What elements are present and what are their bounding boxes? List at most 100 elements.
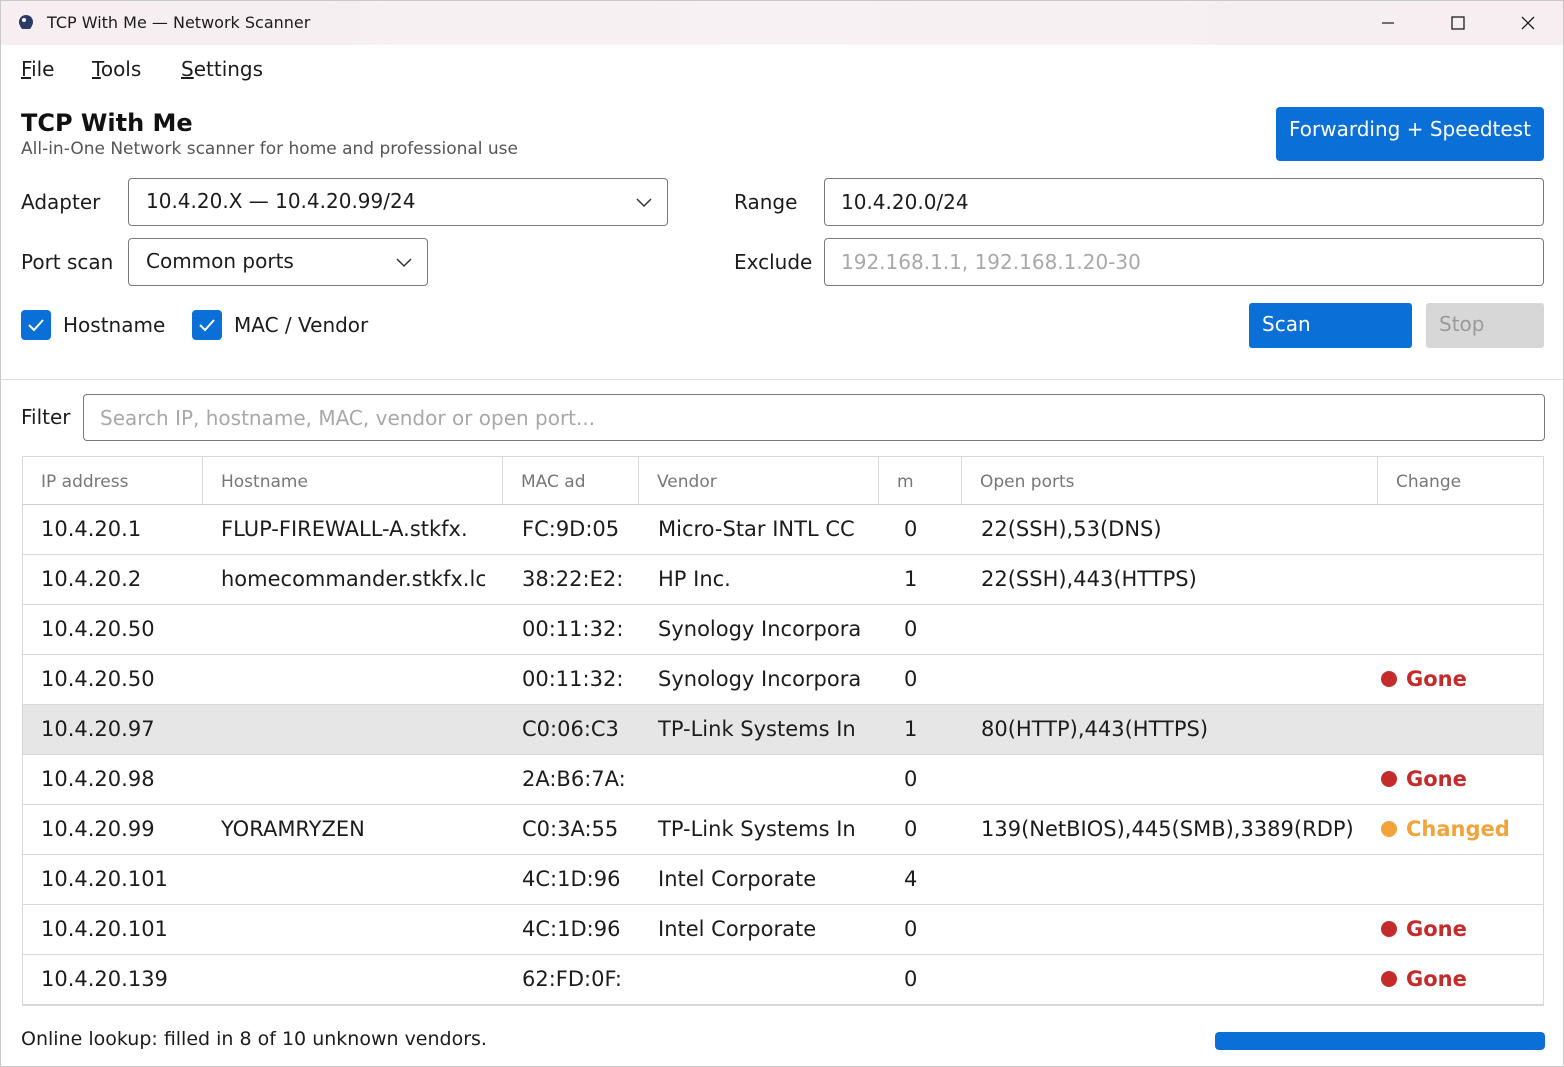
- status-text: Online lookup: filled in 8 of 10 unknown…: [21, 1028, 487, 1050]
- cell-mac: 00:11:32:: [522, 617, 624, 641]
- cell-mac: C0:06:C3: [522, 717, 619, 741]
- column-header-change[interactable]: Change: [1396, 472, 1462, 492]
- table-row[interactable]: 10.4.20.139 62:FD:0F: 0 Gone: [23, 955, 1543, 1005]
- column-header-vendor[interactable]: Vendor: [639, 457, 879, 505]
- cell-hostname: [203, 955, 485, 1004]
- cell-open-ports: [963, 655, 1368, 704]
- window-title: TCP With Me — Network Scanner: [47, 13, 311, 32]
- cell-open-ports: [963, 905, 1368, 954]
- scan-button[interactable]: Scan: [1249, 303, 1412, 348]
- change-status-label: Gone: [1406, 767, 1467, 791]
- cell-hostname: [203, 655, 485, 704]
- cell-vendor: TP-Link Systems In: [658, 817, 856, 841]
- table-row[interactable]: 10.4.20.101 4C:1D:96 Intel Corporate 0 Gone: [23, 905, 1543, 955]
- column-header-ip[interactable]: IP address: [23, 457, 203, 505]
- cell-m: 1: [904, 717, 918, 741]
- table-row[interactable]: 10.4.20.98 2A:B6:7A: 0 Gone: [23, 755, 1543, 805]
- adapter-select[interactable]: 10.4.20.X — 10.4.20.99/24: [128, 178, 668, 226]
- menu-file[interactable]: File: [21, 57, 54, 81]
- app-subtitle: All-in-One Network scanner for home and …: [21, 139, 519, 159]
- table-row[interactable]: 10.4.20.50 00:11:32: Synology Incorpora 0 Go…: [23, 655, 1543, 705]
- close-icon: [1521, 16, 1535, 30]
- cell-m: 0: [904, 767, 918, 791]
- title-bar[interactable]: TCP With Me — Network Scanner: [1, 1, 1563, 45]
- menu-settings-label: ettings: [193, 57, 264, 81]
- cell-ip: 10.4.20.97: [41, 717, 155, 741]
- cell-vendor: Synology Incorpora: [658, 667, 862, 691]
- cell-mac: 00:11:32:: [522, 667, 624, 691]
- forwarding-speedtest-button[interactable]: Forwarding + Speedtest: [1276, 107, 1544, 161]
- menu-bar: File Tools Settings: [1, 45, 1563, 93]
- column-header-m[interactable]: m: [879, 457, 962, 505]
- menu-settings[interactable]: Settings: [181, 57, 263, 81]
- cell-ip: 10.4.20.2: [41, 567, 142, 591]
- cell-mac: 38:22:E2:: [522, 567, 624, 591]
- table-row[interactable]: 10.4.20.1 FLUP-FIREWALL-A.stkfx. FC:9D:05 M…: [23, 505, 1543, 555]
- exclude-label: Exclude: [734, 250, 813, 274]
- cell-mac: 4C:1D:96: [522, 917, 621, 941]
- cell-hostname: [203, 905, 485, 954]
- cell-vendor: TP-Link Systems In: [658, 717, 856, 741]
- table-row[interactable]: 10.4.20.97 C0:06:C3 TP-Link Systems In 1 80(…: [23, 705, 1543, 755]
- range-input[interactable]: 10.4.20.0/24: [824, 178, 1544, 226]
- table-header: IP address Hostname MAC ad Vendor m Open…: [23, 457, 1543, 505]
- cell-change: Changed: [1381, 817, 1510, 841]
- column-header-open-ports[interactable]: Open ports: [962, 457, 1378, 505]
- table-row[interactable]: 10.4.20.2 homecommander.stkfx.lc 38:22:E2:…: [23, 555, 1543, 605]
- cell-open-ports: 22(SSH),443(HTTPS): [981, 567, 1197, 591]
- cell-ip: 10.4.20.139: [41, 967, 168, 991]
- hostname-checkbox-label[interactable]: Hostname: [63, 313, 166, 337]
- close-button[interactable]: [1493, 1, 1563, 45]
- cell-change: Gone: [1381, 767, 1467, 791]
- maximize-button[interactable]: [1423, 1, 1493, 45]
- mac-vendor-checkbox[interactable]: [192, 310, 222, 340]
- cell-open-ports: 22(SSH),53(DNS): [981, 517, 1162, 541]
- minimize-icon: [1382, 22, 1394, 24]
- cell-mac: 62:FD:0F:: [522, 967, 623, 991]
- chevron-down-icon: [636, 198, 652, 208]
- cell-vendor: Intel Corporate: [658, 867, 817, 891]
- table-row[interactable]: 10.4.20.50 00:11:32: Synology Incorpora 0: [23, 605, 1543, 655]
- cell-mac: FC:9D:05: [522, 517, 620, 541]
- cell-open-ports: 80(HTTP),443(HTTPS): [981, 717, 1209, 741]
- stop-button[interactable]: Stop: [1426, 303, 1544, 348]
- filter-input[interactable]: Search IP, hostname, MAC, vendor or open…: [83, 394, 1545, 441]
- menu-file-accel: F: [21, 57, 32, 81]
- adapter-label: Adapter: [21, 190, 101, 214]
- cell-ip: 10.4.20.101: [41, 867, 168, 891]
- cell-ip: 10.4.20.1: [41, 517, 142, 541]
- port-scan-value: Common ports: [146, 249, 294, 273]
- exclude-input[interactable]: 192.168.1.1, 192.168.1.20-30: [824, 238, 1544, 286]
- menu-tools[interactable]: Tools: [92, 57, 141, 81]
- cell-hostname: [203, 755, 485, 804]
- progress-fill: [1215, 1032, 1545, 1050]
- cell-mac: C0:3A:55: [522, 817, 619, 841]
- table-row[interactable]: 10.4.20.101 4C:1D:96 Intel Corporate 4: [23, 855, 1543, 905]
- check-icon: [199, 319, 215, 332]
- table-row[interactable]: 10.4.20.99 YORAMRYZEN C0:3A:55 TP-Link Syst…: [23, 805, 1543, 855]
- port-scan-select[interactable]: Common ports: [128, 238, 428, 286]
- status-dot-icon: [1381, 921, 1397, 937]
- cell-vendor: [640, 955, 862, 1004]
- cell-hostname: YORAMRYZEN: [221, 817, 365, 841]
- cell-m: 4: [904, 867, 918, 891]
- menu-settings-accel: S: [181, 57, 194, 81]
- cell-open-ports: 139(NetBIOS),445(SMB),3389(RDP): [981, 817, 1354, 841]
- change-status-label: Gone: [1406, 917, 1467, 941]
- maximize-icon: [1451, 16, 1465, 30]
- mac-vendor-checkbox-label[interactable]: MAC / Vendor: [234, 313, 369, 337]
- hostname-checkbox[interactable]: [21, 310, 51, 340]
- cell-m: 1: [904, 567, 918, 591]
- cell-mac: 2A:B6:7A:: [522, 767, 624, 791]
- cell-hostname: [203, 605, 485, 654]
- cell-ip: 10.4.20.101: [41, 917, 168, 941]
- column-header-hostname[interactable]: Hostname: [203, 457, 503, 505]
- minimize-button[interactable]: [1353, 1, 1423, 45]
- menu-tools-label: ools: [100, 57, 142, 81]
- cell-m: 0: [904, 517, 918, 541]
- results-table[interactable]: IP address Hostname MAC ad Vendor m Open…: [22, 456, 1544, 1006]
- cell-open-ports: [963, 755, 1368, 804]
- cell-m: 0: [904, 667, 918, 691]
- column-header-mac[interactable]: MAC ad: [503, 457, 639, 505]
